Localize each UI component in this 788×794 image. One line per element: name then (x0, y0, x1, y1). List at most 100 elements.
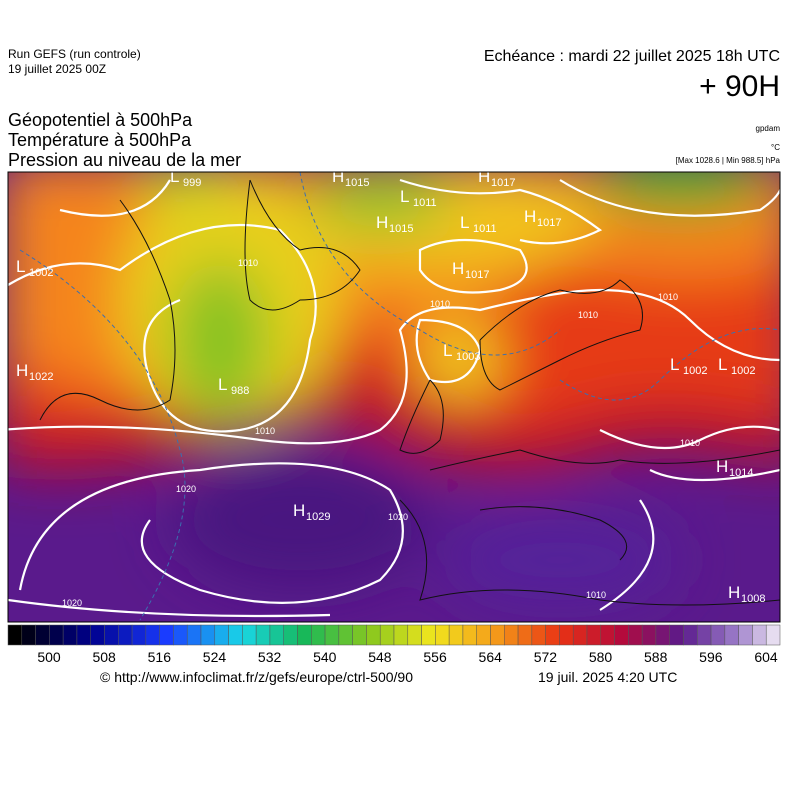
colorbar-swatch (752, 624, 767, 646)
colorbar-tick-label: 532 (258, 649, 282, 665)
colorbar-tick-label: 524 (203, 649, 227, 665)
colorbar-tick-label: 540 (313, 649, 337, 665)
center-value: 1002 (731, 365, 755, 377)
isobar-labels: 1010 1010 1010 1010 1010 1010 1020 1020 1020 1010 (62, 258, 700, 608)
isobar-label: 1020 (62, 598, 82, 608)
unit-label: gpdam (756, 124, 781, 133)
colorbar-swatch (490, 624, 505, 646)
colorbar-swatch (683, 624, 698, 646)
colorbar-swatch (710, 624, 726, 646)
colorbar-swatch (669, 624, 684, 646)
isobar-label: 1010 (680, 438, 700, 448)
colorbar-swatch (628, 624, 643, 646)
center-letter: H (716, 457, 728, 476)
colorbar-swatch (228, 624, 243, 646)
center-letter: H (728, 583, 740, 602)
colorbar-swatch (531, 624, 546, 646)
colorbar-swatch (255, 624, 271, 646)
isobar-label: 1020 (176, 484, 196, 494)
colorbar-tick-label: 516 (148, 649, 172, 665)
colorbar-swatch (393, 624, 409, 646)
colorbar-tick-label: 500 (37, 649, 61, 665)
colorbar-swatch (173, 624, 188, 646)
center-letter: L (718, 355, 727, 374)
colorbar-swatch (131, 624, 147, 646)
colorbar-swatch (76, 624, 91, 646)
colorbar-swatch (724, 624, 739, 646)
center-value: 1002 (29, 267, 53, 279)
colorbar-swatch (324, 624, 340, 646)
colorbar-swatch (269, 624, 284, 646)
colorbar-swatch (655, 624, 670, 646)
colorbar-tick-label: 564 (479, 649, 503, 665)
valid-time: Echéance : mardi 22 juillet 2025 18h UTC (484, 48, 780, 65)
title: Pression au niveau de la mer (8, 150, 241, 170)
colorbar-tick-label: 588 (644, 649, 668, 665)
colorbar-swatch (407, 624, 422, 646)
colorbar-swatch (7, 624, 23, 646)
center-letter: H (478, 167, 490, 186)
center-letter: H (452, 259, 464, 278)
isobar-label: 1010 (586, 590, 606, 600)
title: Géopotentiel à 500hPa (8, 110, 193, 130)
center-letter: L (443, 341, 452, 360)
colorbar-tick-label: 508 (92, 649, 116, 665)
colorbar-swatch (338, 624, 353, 646)
colorbar-tick-label: 604 (754, 649, 778, 665)
colorbar-swatch (242, 624, 257, 646)
center-value: 988 (231, 385, 249, 397)
center-value: 1003 (456, 351, 480, 363)
colorbar-swatch (641, 624, 657, 646)
center-value: 1022 (29, 371, 53, 383)
colorbar-swatch (448, 624, 464, 646)
colorbar-swatch (62, 624, 78, 646)
center-letter: H (332, 167, 344, 186)
center-value: 1017 (491, 177, 515, 189)
colorbar-tick-label: 580 (589, 649, 613, 665)
center-value: 1011 (413, 197, 437, 209)
colorbar-swatch (586, 624, 602, 646)
colorbar-swatch (476, 624, 491, 646)
colorbar-swatch (159, 624, 174, 646)
isobar-label: 1010 (578, 310, 598, 320)
colorbar-tick-label: 596 (699, 649, 723, 665)
center-value: 1014 (729, 467, 753, 479)
colorbar-swatch (435, 624, 450, 646)
center-letter: L (460, 213, 469, 232)
colorbar-swatch (297, 624, 312, 646)
isobar-label: 1010 (255, 426, 275, 436)
colorbar-swatch (311, 624, 326, 646)
run-date: 19 juillet 2025 00Z (8, 62, 106, 76)
unit-label: °C (771, 143, 780, 152)
colorbar-swatch (35, 624, 50, 646)
colorbar-tick-label: 572 (534, 649, 558, 665)
coastlines (39, 179, 780, 606)
isobar-label: 1010 (430, 299, 450, 309)
colorbar-swatch (283, 624, 298, 646)
title: Température à 500hPa (8, 130, 192, 150)
center-value: 1015 (389, 223, 413, 235)
center-letter: H (16, 361, 28, 380)
colorbar-swatch (49, 624, 64, 646)
colorbar-swatch (738, 624, 753, 646)
colorbar-tick-label: 556 (423, 649, 447, 665)
source-credit: © http://www.infoclimat.fr/z/gefs/europe… (100, 669, 413, 685)
colorbar-swatch (379, 624, 395, 646)
center-value: 1011 (473, 223, 497, 235)
colorbar-swatch (697, 624, 712, 646)
center-letter: L (670, 355, 679, 374)
unit-label: [Max 1028.6 | Min 988.5] hPa (676, 156, 781, 165)
colorbar-swatch (765, 624, 781, 646)
center-letter: L (218, 375, 227, 394)
colorbar-swatch (214, 624, 229, 646)
colorbar-swatch (517, 624, 533, 646)
colorbar-swatch (504, 624, 519, 646)
colorbar-swatch (21, 624, 36, 646)
center-value: 1029 (306, 511, 330, 523)
colorbar-swatch (118, 624, 133, 646)
run-label: Run GEFS (run controle) (8, 47, 141, 61)
map-frame (7, 171, 781, 623)
